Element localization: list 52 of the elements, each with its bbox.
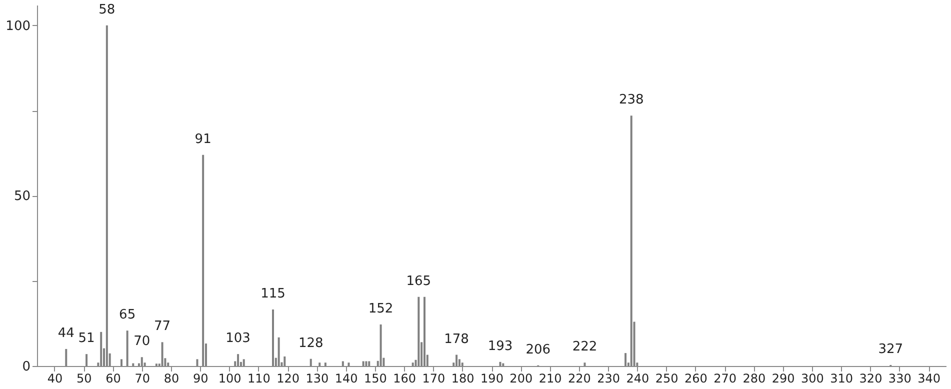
x-tick-label: 220 [568, 372, 591, 386]
x-tick-label: 190 [480, 372, 504, 386]
annotation: 65 [119, 308, 136, 323]
x-tick-label: 280 [742, 372, 766, 386]
annotation: 152 [368, 301, 394, 316]
annotation: 327 [878, 342, 904, 357]
x-tick-label: 330 [888, 372, 912, 386]
annotation: 222 [572, 340, 598, 355]
x-tick-label: 310 [830, 372, 854, 386]
annotation: 44 [58, 326, 74, 341]
x-tick-label: 120 [276, 372, 300, 386]
annotation: 77 [154, 319, 171, 334]
x-tick-label: 340 [918, 372, 940, 386]
x-tick-label: 250 [655, 372, 678, 386]
x-tick-label: 290 [772, 372, 795, 386]
x-tick-label: 210 [538, 372, 562, 386]
annotation: 115 [260, 286, 286, 302]
y-tick-label: 100 [6, 18, 30, 34]
x-tick-label: 240 [626, 372, 650, 386]
x-tick-label: 140 [334, 372, 358, 386]
annotation: 238 [618, 92, 644, 108]
x-tick-label: 170 [422, 372, 446, 386]
x-tick-label: 150 [364, 372, 387, 386]
annotation: 58 [98, 2, 116, 18]
x-tick-label: 100 [218, 372, 242, 386]
y-tick-label: 50 [14, 189, 30, 204]
annotation: 70 [134, 334, 150, 350]
x-tick-label: 80 [164, 372, 180, 386]
x-tick-label: 230 [597, 372, 620, 386]
annotation: 103 [226, 331, 250, 346]
annotation: 193 [488, 338, 513, 354]
annotation: 128 [298, 336, 324, 351]
x-tick-label: 320 [859, 372, 882, 386]
annotation: 165 [406, 274, 432, 289]
y-tick-label: 0 [22, 360, 30, 374]
x-tick-label: 70 [134, 372, 150, 386]
x-tick-label: 160 [393, 372, 416, 386]
x-tick-label: 300 [801, 372, 824, 386]
x-tick-label: 270 [714, 372, 737, 386]
x-tick-label: 260 [684, 372, 708, 386]
x-tick-label: 200 [510, 372, 533, 386]
annotation: 178 [444, 332, 469, 347]
annotation: 91 [194, 132, 212, 147]
x-tick-label: 90 [193, 372, 208, 386]
x-tick-label: 110 [247, 372, 270, 386]
x-tick-label: 40 [47, 372, 63, 386]
annotation: 51 [78, 331, 95, 346]
annotation: 206 [526, 342, 551, 358]
x-tick-label: 130 [306, 372, 329, 386]
x-tick-label: 180 [451, 372, 474, 386]
x-tick-label: 60 [106, 372, 121, 386]
x-tick-label: 50 [76, 372, 92, 386]
